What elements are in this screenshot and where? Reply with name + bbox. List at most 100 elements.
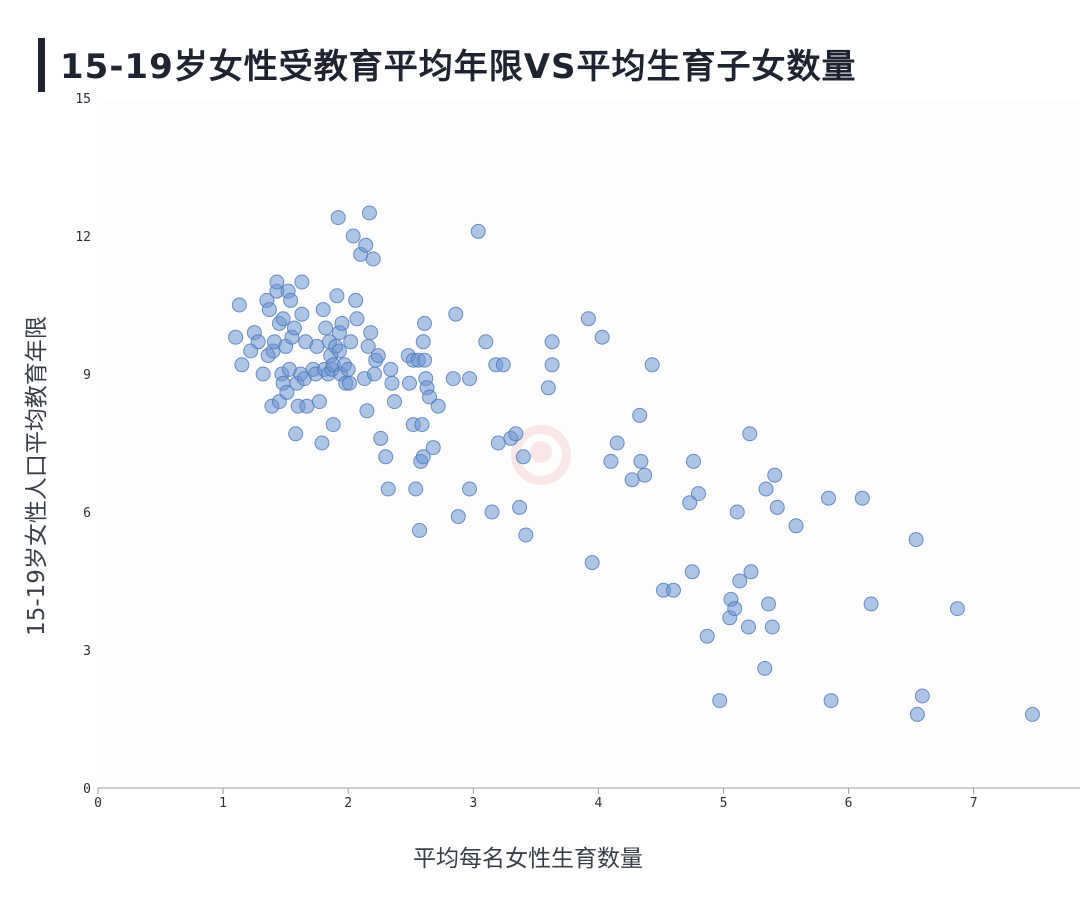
data-point — [490, 435, 506, 451]
data-point — [330, 210, 346, 226]
data-point — [314, 435, 330, 451]
data-point — [386, 394, 402, 410]
data-point — [415, 334, 431, 350]
data-point — [401, 375, 417, 391]
data-point — [863, 596, 879, 612]
data-point — [788, 518, 804, 534]
data-point — [1024, 706, 1040, 722]
data-point — [411, 522, 427, 538]
y-tick-label: 9 — [83, 368, 91, 383]
data-point — [425, 440, 441, 456]
data-point — [470, 223, 486, 239]
data-point — [462, 371, 478, 387]
data-point — [740, 619, 756, 635]
data-point — [462, 481, 478, 497]
data-point — [909, 706, 925, 722]
x-tick-label: 7 — [970, 796, 978, 811]
data-point — [478, 334, 494, 350]
data-point — [637, 467, 653, 483]
data-point — [408, 481, 424, 497]
y-axis-title: 15-19岁女性人口平均教育年限 — [24, 316, 50, 636]
data-point — [294, 306, 310, 322]
x-axis-title: 平均每名女性生育数量 — [413, 846, 643, 872]
data-point — [515, 449, 531, 465]
data-point — [331, 343, 347, 359]
data-point — [228, 329, 244, 345]
data-point — [685, 453, 701, 469]
data-point — [684, 564, 700, 580]
data-point — [949, 601, 965, 617]
data-point — [358, 237, 374, 253]
y-tick-label: 12 — [75, 230, 91, 245]
data-point — [234, 357, 250, 373]
x-tick-label: 4 — [594, 796, 602, 811]
data-point — [512, 499, 528, 515]
data-point — [288, 426, 304, 442]
data-point — [363, 325, 379, 341]
data-point — [373, 430, 389, 446]
data-point — [415, 449, 431, 465]
data-points — [228, 205, 1040, 722]
data-point — [757, 660, 773, 676]
data-point — [448, 306, 464, 322]
data-point — [329, 288, 345, 304]
data-point — [594, 329, 610, 345]
data-point — [261, 302, 277, 318]
data-point — [908, 532, 924, 548]
y-tick-label: 15 — [75, 92, 91, 107]
data-point — [729, 504, 745, 520]
data-point — [665, 582, 681, 598]
data-point — [345, 228, 361, 244]
data-point — [361, 205, 377, 221]
data-point — [727, 601, 743, 617]
x-tick-label: 3 — [469, 796, 477, 811]
data-point — [743, 564, 759, 580]
data-point — [699, 628, 715, 644]
data-point — [758, 481, 774, 497]
x-tick-label: 0 — [94, 796, 102, 811]
x-tick-label: 5 — [720, 796, 728, 811]
data-point — [632, 407, 648, 423]
x-tick-label: 2 — [344, 796, 352, 811]
data-point — [325, 417, 341, 433]
data-point — [294, 274, 310, 290]
data-point — [309, 338, 325, 354]
y-tick-label: 0 — [83, 782, 91, 797]
data-point — [761, 596, 777, 612]
data-point — [540, 380, 556, 396]
watermark-logo — [511, 425, 571, 485]
data-point — [275, 311, 291, 327]
data-point — [383, 361, 399, 377]
data-point — [384, 375, 400, 391]
data-point — [334, 315, 350, 331]
data-point — [348, 292, 364, 308]
data-point — [416, 315, 432, 331]
data-point — [609, 435, 625, 451]
data-point — [644, 357, 660, 373]
data-point — [712, 693, 728, 709]
data-point — [349, 311, 365, 327]
data-point — [508, 426, 524, 442]
data-point — [279, 384, 295, 400]
data-point — [370, 348, 386, 364]
data-point — [318, 320, 334, 336]
x-tick-label: 6 — [845, 796, 853, 811]
x-tick-label: 1 — [219, 796, 227, 811]
data-point — [250, 334, 266, 350]
y-tick-label: 6 — [83, 506, 91, 521]
data-point — [422, 389, 438, 405]
data-point — [343, 334, 359, 350]
data-point — [231, 297, 247, 313]
data-point — [341, 375, 357, 391]
data-point — [732, 573, 748, 589]
data-point — [742, 426, 758, 442]
data-point — [690, 486, 706, 502]
data-point — [769, 499, 785, 515]
data-point — [380, 481, 396, 497]
data-point — [603, 453, 619, 469]
data-point — [416, 352, 432, 368]
data-point — [315, 302, 331, 318]
data-point — [821, 490, 837, 506]
